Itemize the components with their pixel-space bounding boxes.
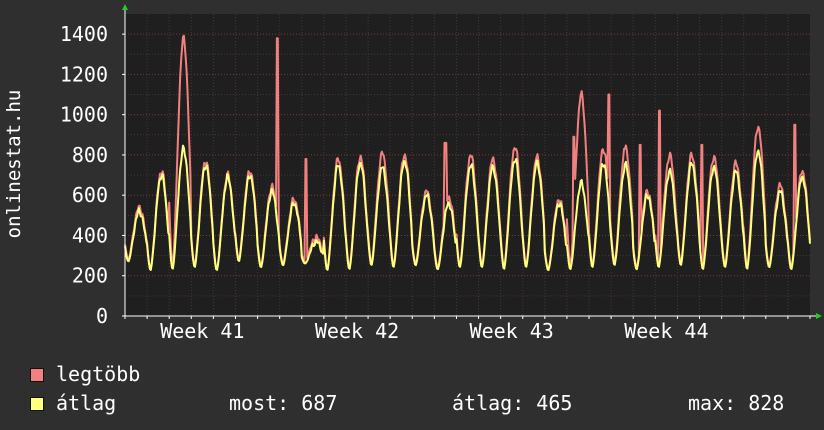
series-lines [124, 34, 811, 272]
stat-now: most: 687 [229, 391, 338, 415]
tick-labels: 0 200 400 600 800 1000 1200 1400 Week 41 Week 42 W… [60, 22, 709, 343]
y-tick-label: 0 [96, 304, 108, 328]
y-axis-arrow-icon [122, 4, 128, 10]
plot-background [125, 14, 810, 316]
y-tick-label: 200 [72, 264, 108, 288]
series-line-atlag [124, 144, 811, 272]
y-tick-label: 400 [72, 223, 108, 247]
y-tick-label: 800 [72, 143, 108, 167]
y-tick-label: 1000 [60, 103, 108, 127]
x-tick-label: Week 44 [624, 319, 708, 343]
legend-item-legtobb: legtöbb [30, 362, 140, 386]
y-tick-label: 1400 [60, 22, 108, 46]
y-axis-label: onlinestat.hu [3, 89, 25, 239]
legend-swatch-legtobb [30, 368, 44, 382]
legend-label-atlag: átlag [56, 391, 117, 415]
x-tick-label: Week 43 [470, 319, 554, 343]
axes [122, 4, 822, 319]
y-tick-label: 600 [72, 183, 108, 207]
legend-swatch-atlag [30, 397, 44, 411]
legend-item-atlag: átlag [30, 391, 116, 415]
x-tick-label: Week 42 [315, 319, 399, 343]
x-axis-arrow-icon [816, 313, 822, 319]
stat-maximum: max: 828 [688, 391, 785, 415]
y-tick-label: 1200 [60, 62, 108, 86]
stat-average: átlag: 465 [452, 391, 573, 415]
x-tick-label: Week 41 [160, 319, 244, 343]
legend-label-legtobb: legtöbb [56, 362, 141, 386]
